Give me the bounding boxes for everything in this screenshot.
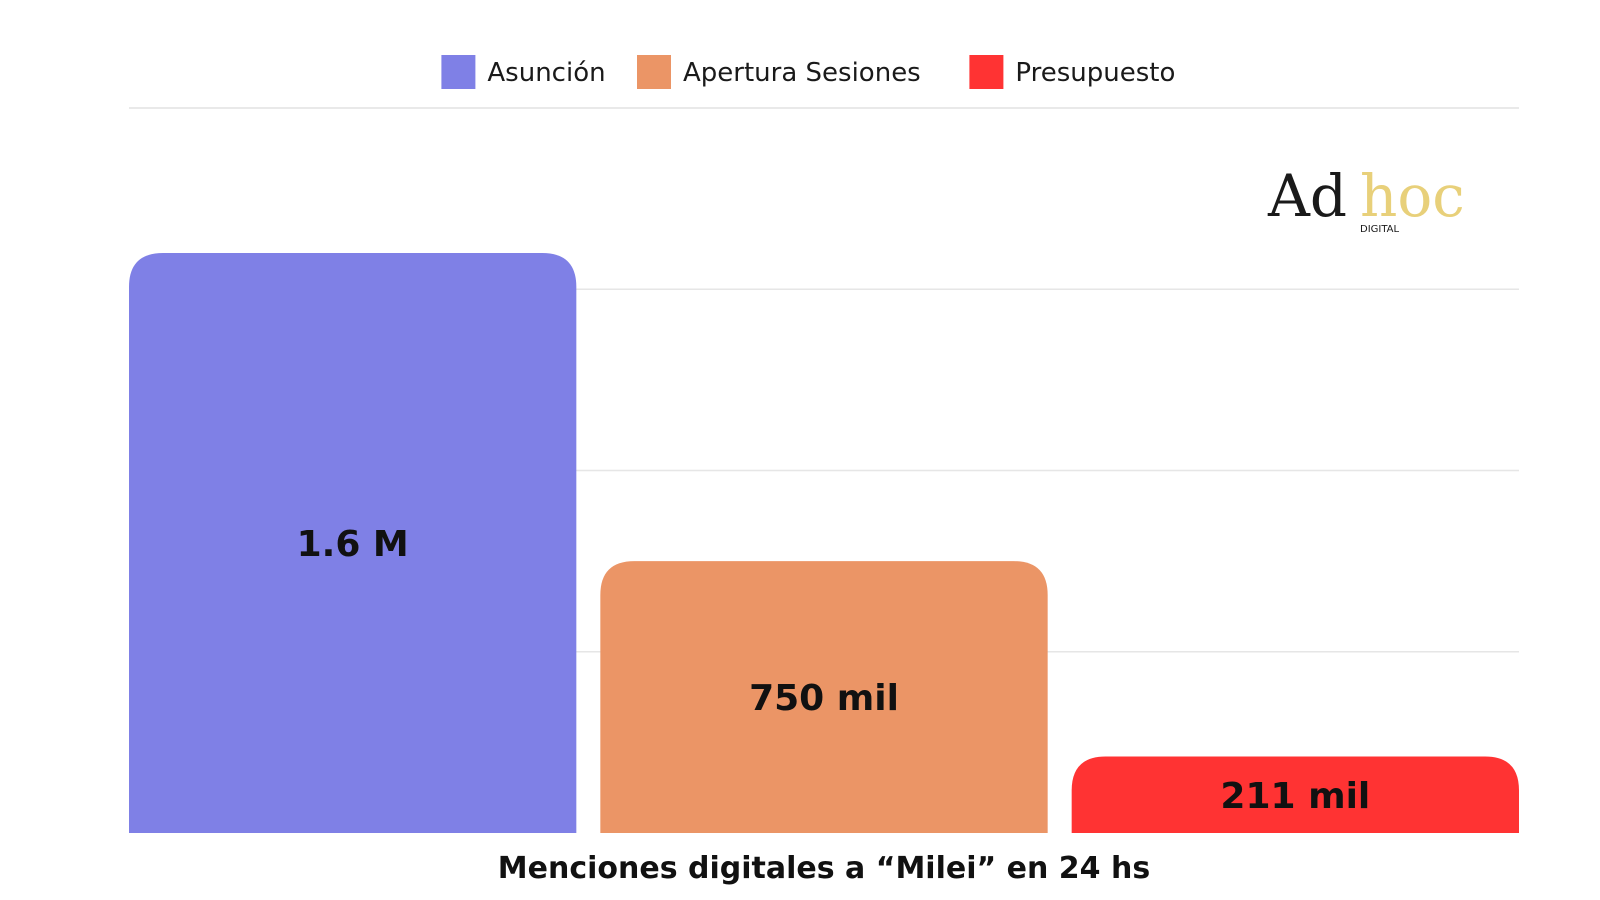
bar-1 bbox=[129, 253, 577, 833]
logo-ad: Ad bbox=[1267, 162, 1347, 230]
legend-label: Presupuesto bbox=[1015, 58, 1175, 88]
bar-value-label: 1.6 M bbox=[297, 524, 409, 565]
logo-digital: DIGITAL bbox=[1360, 224, 1400, 235]
x-axis-label: Menciones digitales a “Milei” en 24 hs bbox=[498, 851, 1150, 886]
adhoc-logo: Ad hoc DIGITAL bbox=[1267, 162, 1465, 235]
legend-item-3: Presupuesto bbox=[969, 55, 1175, 89]
bar-value-label: 211 mil bbox=[1220, 776, 1370, 817]
legend-item-2: Apertura Sesiones bbox=[637, 55, 921, 89]
bars bbox=[129, 253, 1519, 833]
legend-label: Apertura Sesiones bbox=[683, 58, 921, 88]
bar-3 bbox=[1071, 756, 1519, 833]
legend: Asunción Apertura Sesiones Presupuesto bbox=[441, 55, 1175, 89]
legend-item-1: Asunción bbox=[441, 55, 606, 89]
logo-hoc: hoc bbox=[1360, 162, 1465, 230]
bar-2 bbox=[600, 561, 1048, 833]
bar-value-label: 750 mil bbox=[749, 678, 899, 719]
legend-label: Asunción bbox=[487, 58, 605, 88]
bar-labels: 1.6 M 750 mil 211 mil bbox=[297, 524, 1371, 817]
legend-swatch bbox=[637, 55, 671, 89]
legend-swatch bbox=[441, 55, 476, 89]
legend-swatch bbox=[969, 55, 1004, 89]
